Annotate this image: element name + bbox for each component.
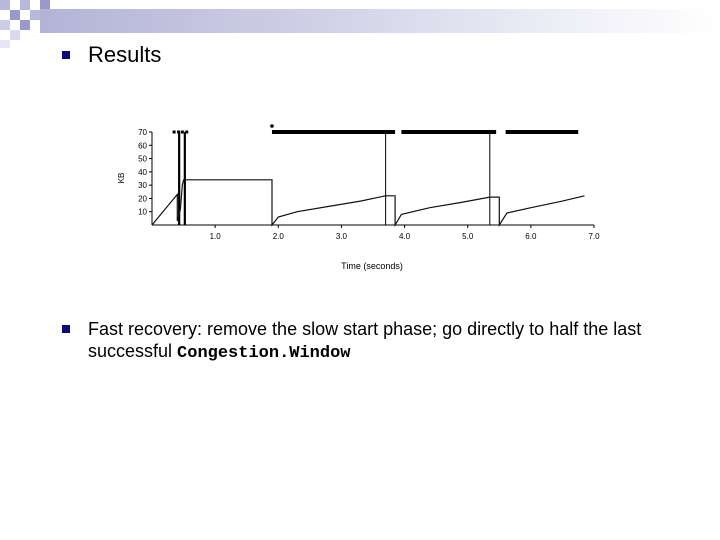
packet-marker bbox=[180, 130, 184, 134]
congestion-window-line bbox=[151, 179, 585, 228]
y-tick-label: 10 bbox=[138, 208, 147, 217]
x-tick-label: 3.0 bbox=[336, 232, 348, 241]
x-tick-label: 4.0 bbox=[399, 232, 411, 241]
body-text-prefix: Fast recovery: remove the slow start pha… bbox=[88, 319, 642, 361]
y-tick-label: 50 bbox=[138, 155, 147, 164]
body-code-term: Congestion.Window bbox=[177, 344, 351, 363]
x-tick-label: 1.0 bbox=[210, 232, 222, 241]
x-tick-label: 2.0 bbox=[273, 232, 285, 241]
slide-heading: Results bbox=[88, 42, 162, 67]
x-tick-label: 5.0 bbox=[462, 232, 474, 241]
packet-marker bbox=[185, 130, 189, 134]
bullet-square-icon bbox=[62, 51, 70, 59]
y-axis-label: KB bbox=[117, 173, 126, 184]
y-tick-label: 20 bbox=[138, 194, 147, 203]
packet-marker bbox=[270, 124, 274, 128]
slide-body-text: Fast recovery: remove the slow start pha… bbox=[88, 318, 678, 365]
y-tick-label: 30 bbox=[138, 181, 147, 190]
x-tick-label: 7.0 bbox=[588, 232, 600, 241]
y-tick-label: 70 bbox=[138, 128, 147, 137]
y-tick-label: 40 bbox=[138, 168, 147, 177]
y-tick-label: 60 bbox=[138, 141, 147, 150]
x-axis-label: Time (seconds) bbox=[341, 261, 403, 271]
decorative-checker-pattern bbox=[0, 0, 50, 48]
congestion-window-chart: 10 20 30 40 50 60 70 1.0 2.0 3.0 4.0 5.0 6.0 7.0 KB T… bbox=[117, 124, 600, 271]
x-tick-label: 6.0 bbox=[525, 232, 537, 241]
bullet-square-icon bbox=[62, 325, 70, 333]
packet-marker bbox=[172, 130, 176, 134]
title-band bbox=[40, 9, 720, 33]
